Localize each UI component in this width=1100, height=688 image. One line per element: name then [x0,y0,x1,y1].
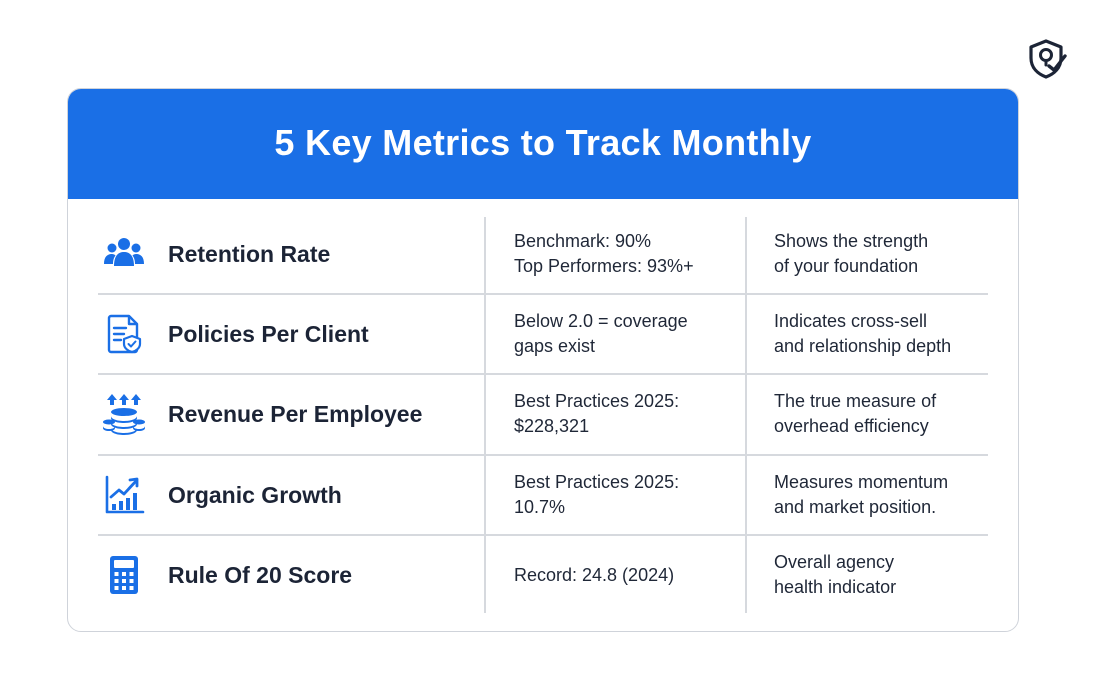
benchmark-cell: Benchmark: 90% Top Performers: 93%+ [514,214,754,294]
benchmark-line: $228,321 [514,416,590,436]
benchmark-line: 10.7% [514,497,566,517]
description-line: health indicator [774,577,897,597]
benchmark-line: Best Practices 2025: [514,472,680,492]
benchmark-line: Record: 24.8 (2024) [514,564,675,585]
table-row: Revenue Per Employee Best Practices 2025… [68,374,1018,454]
shield-check-logo-icon [1025,38,1067,80]
metric-name: Revenue Per Employee [168,400,423,427]
metric-name: Organic Growth [168,481,342,508]
table-row: Retention Rate Benchmark: 90% Top Perfor… [68,214,1018,294]
description-line: and market position. [774,497,937,517]
column-divider-1 [484,217,486,613]
metric-name: Policies Per Client [168,320,369,347]
card-title: 5 Key Metrics to Track Monthly [274,122,812,163]
metrics-card: 5 Key Metrics to Track Monthly Retention… [67,88,1019,632]
metric-name: Rule Of 20 Score [168,561,353,588]
row-divider-2 [98,373,988,375]
row-divider-1 [98,293,988,295]
calculator-icon [102,553,146,597]
benchmark-cell: Record: 24.8 (2024) [514,535,754,615]
description-line: Shows the strength [774,231,929,251]
benchmark-cell: Best Practices 2025: $228,321 [514,374,754,454]
policy-document-icon [102,312,146,356]
description-line: The true measure of [774,391,937,411]
table-row: Rule Of 20 Score Record: 24.8 (2024) Ove… [68,535,1018,615]
description-cell: Indicates cross-sell and relationship de… [774,294,1010,374]
table-row: Policies Per Client Below 2.0 = coverage… [68,294,1018,374]
coins-stack-arrows-icon [102,392,146,436]
column-divider-2 [745,217,747,613]
users-group-icon [102,232,146,276]
description-cell: Shows the strength of your foundation [774,214,1010,294]
description-line: overhead efficiency [774,416,929,436]
benchmark-line: Best Practices 2025: [514,391,680,411]
benchmark-cell: Best Practices 2025: 10.7% [514,455,754,535]
description-line: Measures momentum [774,472,949,492]
benchmark-line: gaps exist [514,336,596,356]
benchmark-line: Below 2.0 = coverage [514,311,688,331]
description-cell: Measures momentum and market position. [774,455,1010,535]
benchmark-cell: Below 2.0 = coverage gaps exist [514,294,754,374]
growth-chart-icon [102,473,146,517]
row-divider-4 [98,534,988,536]
description-cell: The true measure of overhead efficiency [774,374,1010,454]
table-row: Organic Growth Best Practices 2025: 10.7… [68,455,1018,535]
metric-name: Retention Rate [168,240,331,267]
row-divider-3 [98,454,988,456]
benchmark-line: Benchmark: 90% [514,231,652,251]
description-line: Indicates cross-sell [774,311,928,331]
card-header: 5 Key Metrics to Track Monthly [68,89,1018,199]
description-line: of your foundation [774,256,919,276]
description-line: Overall agency [774,552,895,572]
description-cell: Overall agency health indicator [774,535,1010,615]
benchmark-line: Top Performers: 93%+ [514,256,694,276]
description-line: and relationship depth [774,336,952,356]
